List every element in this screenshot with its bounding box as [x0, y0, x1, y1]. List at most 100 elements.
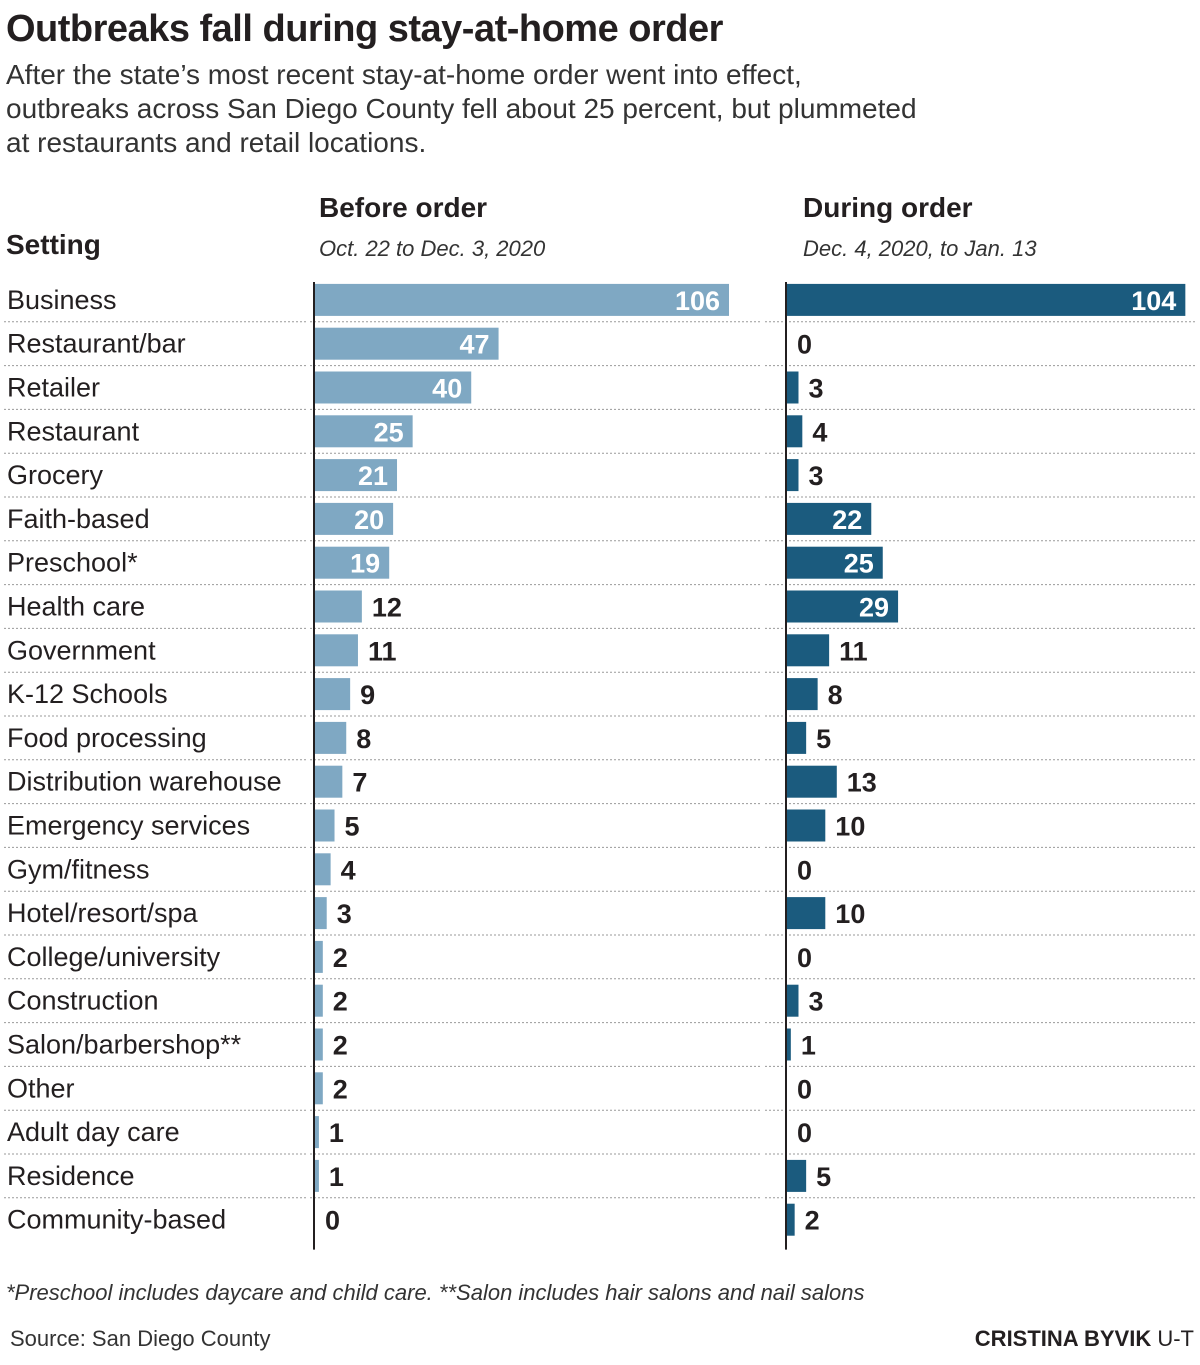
during-bar-emergency-services [787, 809, 826, 842]
during-bar-health-care [787, 590, 899, 623]
subtitle-line-2: outbreaks across San Diego County fell a… [6, 93, 917, 124]
during-order-heading: During order [803, 192, 973, 223]
during-bar-food-processing [787, 721, 807, 754]
category-label-construction: Construction [7, 986, 159, 1016]
before-value-restaurant-bar: 47 [460, 330, 490, 360]
category-label-food-processing: Food processing [7, 723, 207, 753]
during-value-gym-fitness: 0 [797, 855, 812, 885]
during-value-business: 104 [1131, 286, 1176, 316]
during-value-food-processing: 5 [816, 724, 831, 754]
before-bar-residence [315, 1159, 319, 1192]
before-bar-preschool [315, 546, 390, 579]
before-value-k-12-schools: 9 [360, 680, 375, 710]
category-label-emergency-services: Emergency services [7, 811, 250, 841]
category-label-community-based: Community-based [7, 1205, 226, 1235]
category-label-k-12-schools: K-12 Schools [7, 679, 168, 709]
before-value-faith-based: 20 [354, 505, 384, 535]
before-bar-faith-based [315, 502, 394, 535]
during-value-other: 0 [797, 1074, 812, 1104]
during-bar-construction [787, 984, 799, 1017]
credit-name: CRISTINA BYVIK [974, 1326, 1152, 1351]
before-value-community-based: 0 [325, 1206, 340, 1236]
before-bar-business [315, 283, 729, 316]
before-order-period: Oct. 22 to Dec. 3, 2020 [319, 236, 546, 261]
during-value-grocery: 3 [808, 461, 823, 491]
during-bar-business [787, 283, 1186, 316]
bar-chart: Business Restaurant/bar Retailer Restaurant… [4, 282, 1196, 1250]
before-value-business: 106 [675, 286, 720, 316]
during-value-preschool: 25 [844, 549, 874, 579]
during-order-period: Dec. 4, 2020, to Jan. 13 [803, 236, 1037, 261]
subtitle-line-3: at restaurants and retail locations. [6, 127, 427, 158]
before-value-health-care: 12 [372, 593, 402, 623]
before-bar-emergency-services [315, 809, 335, 842]
category-label-restaurant-bar: Restaurant/bar [7, 329, 186, 359]
before-bar-health-care [315, 590, 362, 623]
before-value-salon-barbershop: 2 [333, 1031, 348, 1061]
subtitle-line-1: After the state’s most recent stay-at-ho… [6, 59, 802, 90]
before-value-government: 11 [368, 636, 397, 666]
before-bar-k-12-schools [315, 678, 351, 711]
during-bar-k-12-schools [787, 678, 818, 711]
before-bar-other [315, 1072, 323, 1105]
before-value-construction: 2 [333, 987, 348, 1017]
during-bar-community-based [787, 1203, 795, 1236]
during-bar-restaurant [787, 415, 803, 448]
during-bar-salon-barbershop [787, 1028, 791, 1061]
during-value-salon-barbershop: 1 [801, 1031, 816, 1061]
during-value-faith-based: 22 [832, 505, 862, 535]
during-value-emergency-services: 10 [835, 812, 865, 842]
category-label-health-care: Health care [7, 592, 145, 622]
category-label-retailer: Retailer [7, 373, 100, 403]
chart-subtitle: After the state’s most recent stay-at-ho… [6, 58, 1086, 160]
before-value-restaurant: 25 [374, 417, 404, 447]
source-note: Source: San Diego County [10, 1326, 271, 1351]
category-label-restaurant: Restaurant [7, 416, 140, 446]
during-bar-distribution-warehouse [787, 765, 837, 798]
during-bar-residence [787, 1159, 807, 1192]
before-value-food-processing: 8 [356, 724, 371, 754]
during-bar-faith-based [787, 502, 872, 535]
before-bar-distribution-warehouse [315, 765, 343, 798]
footnote: *Preschool includes daycare and child ca… [6, 1280, 865, 1305]
during-value-restaurant-bar: 0 [797, 330, 812, 360]
during-value-hotel-resort-spa: 10 [835, 899, 865, 929]
category-label-adult-day-care: Adult day care [7, 1117, 180, 1147]
before-order-heading: Before order [319, 192, 488, 223]
during-value-college-university: 0 [797, 943, 812, 973]
category-label-government: Government [7, 635, 156, 665]
before-value-distribution-warehouse: 7 [352, 768, 367, 798]
during-bar-hotel-resort-spa [787, 897, 826, 930]
category-label-business: Business [7, 285, 117, 315]
before-value-college-university: 2 [333, 943, 348, 973]
chart-title: Outbreaks fall during stay-at-home order [6, 8, 723, 50]
during-value-restaurant: 4 [812, 417, 827, 447]
during-bar-retailer [787, 371, 799, 404]
before-value-residence: 1 [329, 1162, 344, 1192]
during-value-construction: 3 [808, 987, 823, 1017]
before-bar-restaurant [315, 415, 413, 448]
during-value-adult-day-care: 0 [797, 1118, 812, 1148]
category-label-gym-fitness: Gym/fitness [7, 854, 150, 884]
during-value-health-care: 29 [859, 593, 889, 623]
before-bar-construction [315, 984, 323, 1017]
during-value-community-based: 2 [805, 1206, 820, 1236]
during-value-retailer: 3 [808, 374, 823, 404]
category-label-faith-based: Faith-based [7, 504, 150, 534]
before-bar-retailer [315, 371, 472, 404]
before-bar-food-processing [315, 721, 347, 754]
during-bar-preschool [787, 546, 883, 579]
setting-header: Setting [6, 229, 101, 260]
before-bar-salon-barbershop [315, 1028, 323, 1061]
before-bar-hotel-resort-spa [315, 897, 327, 930]
before-value-hotel-resort-spa: 3 [337, 899, 352, 929]
category-label-other: Other [7, 1073, 75, 1103]
before-value-adult-day-care: 1 [329, 1118, 344, 1148]
category-label-salon-barbershop: Salon/barbershop** [7, 1030, 242, 1060]
before-value-retailer: 40 [432, 374, 462, 404]
during-value-residence: 5 [816, 1162, 831, 1192]
category-label-preschool: Preschool* [7, 548, 138, 578]
during-value-government: 11 [839, 636, 868, 666]
before-bar-college-university [315, 940, 323, 973]
before-value-preschool: 19 [350, 549, 380, 579]
